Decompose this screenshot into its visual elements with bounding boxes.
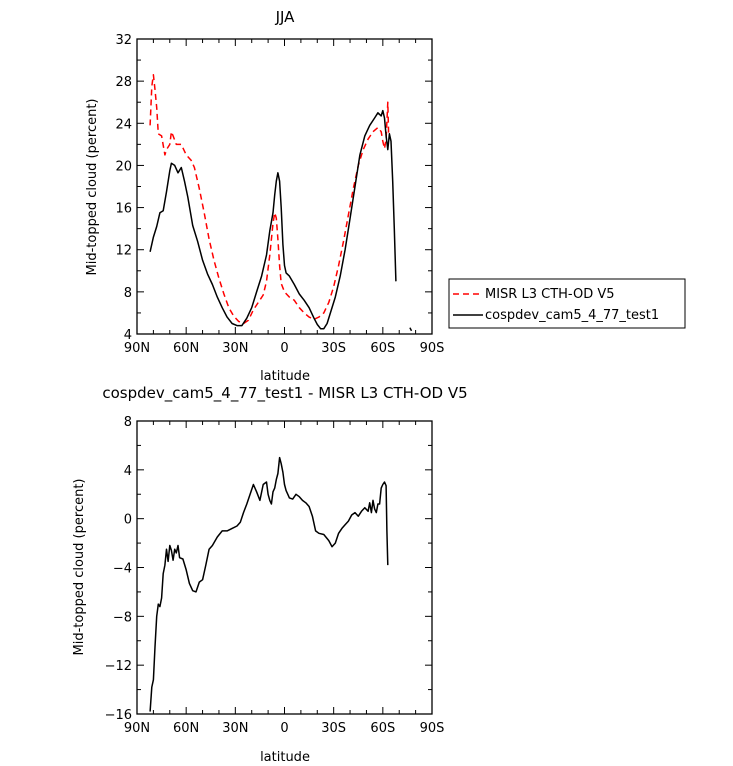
top-plot-frame [136,38,433,335]
top-y-tick-label: 16 [115,202,132,217]
top-series-line-1 [149,109,397,330]
bottom-y-tick-label: 8 [124,415,132,430]
top-x-tick-label: 60S [370,341,395,356]
bottom-x-tick-label: 60N [173,721,199,736]
bottom-y-tick-label: −8 [113,610,132,625]
top-y-tick-label: 4 [124,328,132,343]
top-y-tick-label: 12 [115,244,132,259]
legend-box [448,278,686,329]
legend-label-cospdev: cospdev_cam5_4_77_test1 [485,308,659,323]
top-y-tick-label: 20 [115,159,132,174]
bottom-panel-x-axis-label: latitude [260,750,310,765]
top-x-tick-label: 30S [321,341,346,356]
bottom-x-tick-label: 90N [124,721,150,736]
top-series-line-0 [149,74,390,325]
bottom-series-line-0 [149,456,389,712]
bottom-x-tick-label: 30N [222,721,248,736]
top-panel-x-axis-label: latitude [260,369,310,384]
bottom-y-tick-label: −4 [113,562,132,577]
bottom-x-tick-label: 60S [370,721,395,736]
top-y-tick-label: 28 [115,75,132,90]
bottom-x-tick-label: 0 [280,721,288,736]
top-y-tick-label: 24 [115,117,132,132]
top-x-tick-label: 60N [173,341,199,356]
bottom-y-tick-label: −12 [105,659,132,674]
bottom-y-tick-label: 4 [124,464,132,479]
bottom-panel: cospdev_cam5_4_77_test1 - MISR L3 CTH-OD… [72,384,468,765]
legend-label-misr: MISR L3 CTH-OD V5 [485,287,615,302]
top-panel-y-axis-label: Mid-topped cloud (percent) [85,99,100,276]
bottom-panel-title: cospdev_cam5_4_77_test1 - MISR L3 CTH-OD… [102,384,467,403]
top-x-tick-label: 30N [222,341,248,356]
top-y-tick-label: 32 [115,33,132,48]
bottom-y-tick-label: 0 [124,513,132,528]
bottom-panel-y-axis-label: Mid-topped cloud (percent) [72,479,87,656]
top-x-tick-label: 90N [124,341,150,356]
top-x-tick-label: 90S [420,341,445,356]
top-y-tick-label: 8 [124,286,132,301]
bottom-x-tick-label: 30S [321,721,346,736]
bottom-x-tick-label: 90S [420,721,445,736]
top-panel: JJA latitude Mid-topped cloud (percent) … [85,8,444,384]
top-panel-title: JJA [275,8,296,26]
top-x-tick-label: 0 [280,341,288,356]
top-series-line-2 [409,327,413,332]
bottom-y-tick-label: −16 [105,708,132,723]
legend: MISR L3 CTH-OD V5 cospdev_cam5_4_77_test… [448,278,686,329]
bottom-plot-frame [136,420,433,715]
